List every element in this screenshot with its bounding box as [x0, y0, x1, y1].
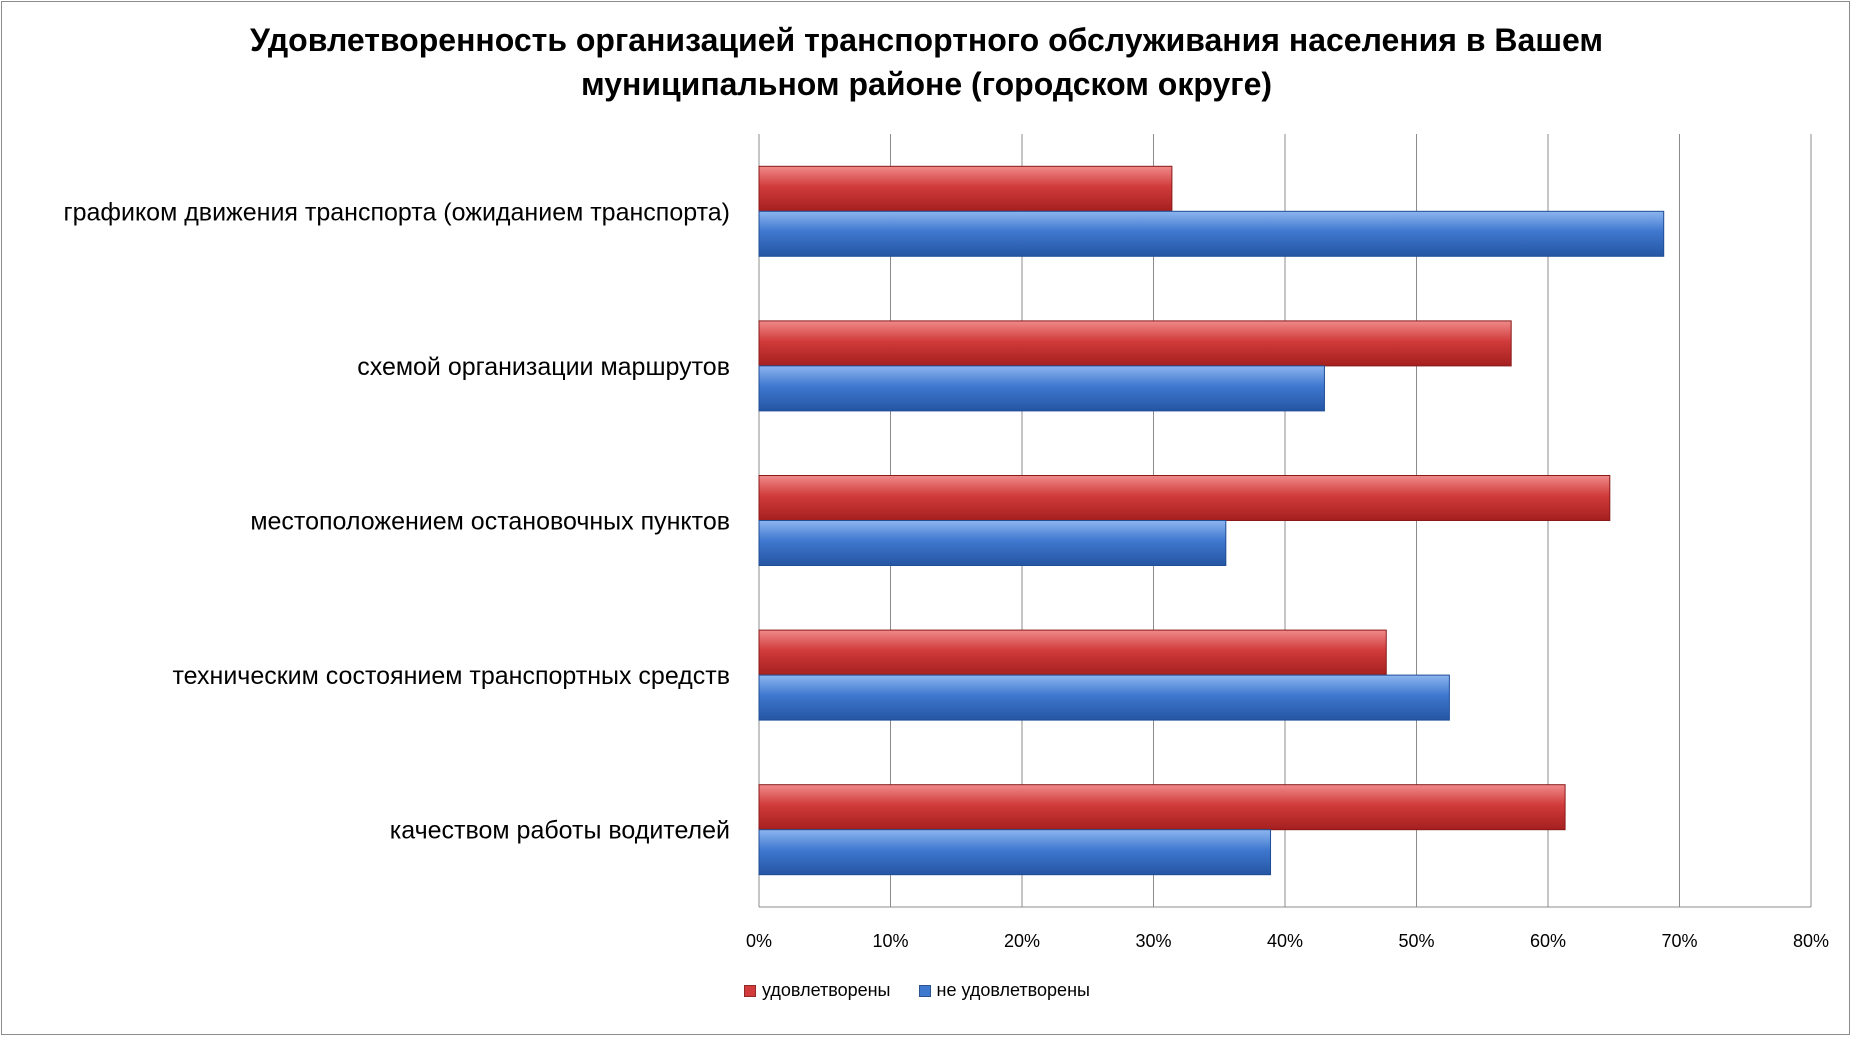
bar-not-satisfied-1 [758, 365, 1325, 412]
chart-title-line-1: Удовлетворенность организацией транспорт… [249, 22, 1604, 58]
x-tick-label-4: 40% [1267, 931, 1303, 951]
chart-legend: удовлетворены не удовлетворены [744, 980, 1118, 1001]
bar-not-satisfied-3 [758, 674, 1450, 721]
bar-not-satisfied-2 [758, 520, 1227, 566]
bar-not-satisfied-4 [758, 829, 1272, 876]
x-tick-label-5: 50% [1398, 931, 1434, 951]
bar-satisfied-4 [758, 784, 1566, 831]
bar-not-satisfied-0 [758, 210, 1665, 257]
bar-satisfied-2 [758, 475, 1611, 521]
x-tick-label-2: 20% [1004, 931, 1040, 951]
x-tick-label-7: 70% [1661, 931, 1697, 951]
category-label-3: техническим состоянием транспортных сред… [173, 662, 730, 690]
chart-title: Удовлетворенность организацией транспорт… [150, 18, 1703, 106]
legend-swatch-satisfied [744, 984, 756, 997]
legend-swatch-not-satisfied [918, 984, 931, 997]
legend-label-not-satisfied: не удовлетворены [936, 980, 1090, 1000]
legend-item-satisfied: удовлетворены [744, 980, 891, 1001]
x-tick-label-0: 0% [746, 931, 772, 951]
bar-satisfied-0 [758, 165, 1173, 212]
legend-item-not-satisfied: не удовлетворены [918, 980, 1090, 1001]
x-tick-label-3: 30% [1135, 931, 1171, 951]
x-tick-label-6: 60% [1530, 931, 1566, 951]
bar-satisfied-3 [758, 629, 1387, 676]
x-tick-label-8: 80% [1793, 931, 1829, 951]
category-label-2: местоположением остановочных пунктов [250, 508, 730, 536]
bar-satisfied-1 [758, 320, 1512, 367]
chart-title-line-2: муниципальном районе (городском округе) [580, 66, 1273, 102]
category-label-1: схемой организации маршрутов [357, 353, 730, 381]
category-label-4: качеством работы водителей [390, 817, 730, 845]
legend-label-satisfied: удовлетворены [762, 980, 891, 1000]
x-tick-label-1: 10% [872, 931, 908, 951]
category-label-0: графиком движения транспорта (ожиданием … [63, 198, 730, 226]
